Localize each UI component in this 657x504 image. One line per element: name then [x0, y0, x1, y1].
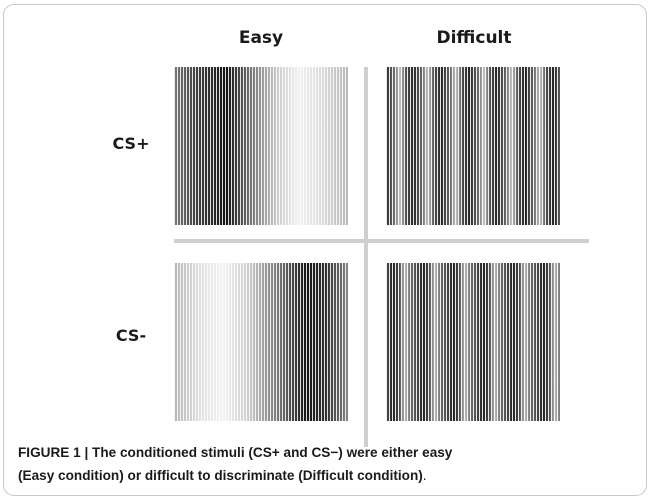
caption-line-1: FIGURE 1 | The conditioned stimuli (CS+ …: [18, 445, 453, 460]
horizontal-divider: [174, 239, 589, 243]
vertical-divider: [364, 67, 368, 447]
caption-period: .: [422, 468, 427, 483]
column-header-easy: Easy: [238, 28, 284, 48]
stimulus-difficult-cs-plus: [386, 67, 560, 225]
stimulus-difficult-cs-minus: [386, 263, 560, 421]
caption-line-2: (Easy condition) or difficult to discrim…: [18, 464, 638, 487]
row-label-cs-plus: CS+: [112, 134, 150, 153]
caption-line-2-text: (Easy condition) or difficult to discrim…: [18, 468, 423, 483]
row-label-cs-minus: CS-: [115, 326, 147, 345]
figure-caption: FIGURE 1 | The conditioned stimuli (CS+ …: [18, 441, 638, 487]
column-header-difficult: Difficult: [436, 28, 512, 48]
stimulus-easy-cs-plus: [174, 67, 348, 225]
stimulus-easy-cs-minus: [174, 263, 348, 421]
